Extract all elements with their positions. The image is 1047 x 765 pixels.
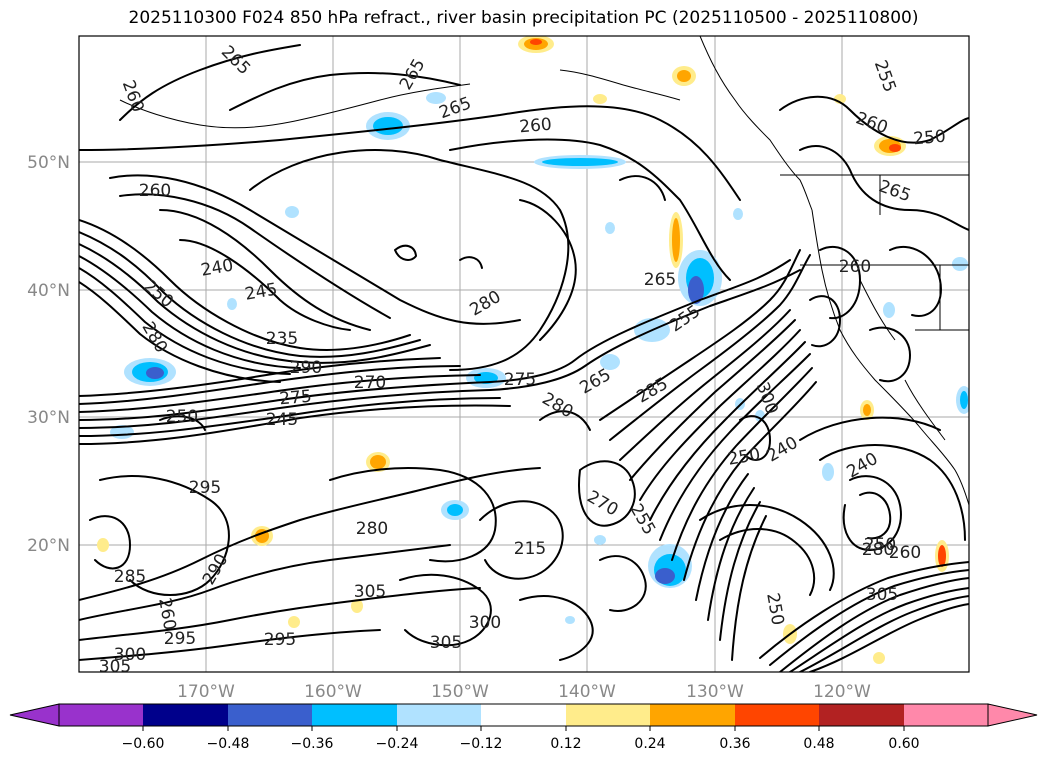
contour-label: 305: [866, 585, 898, 605]
lat-label: 20°N: [27, 536, 70, 556]
colorbar-frame: [58, 703, 989, 727]
colorbar-under-triangle: [9, 703, 60, 727]
contour-label: 260: [839, 257, 871, 277]
colorbar-segment: [735, 704, 819, 726]
colorbar-tick-label: 0.24: [634, 736, 665, 752]
contour-label: 300: [114, 645, 146, 665]
lon-label: 170°W: [177, 682, 235, 702]
contour-label: 295: [164, 629, 196, 649]
lon-label: 130°W: [686, 682, 744, 702]
contour-label: 265: [644, 270, 676, 290]
contour-label: 270: [354, 373, 386, 393]
colorbar-segment: [397, 704, 481, 726]
contour-label: 300: [469, 613, 501, 633]
contour-label: 305: [430, 633, 462, 653]
colorbar-segment: [228, 704, 312, 726]
colorbar-segment: [481, 704, 566, 726]
contour-label: 280: [862, 540, 894, 560]
contour-label: 260: [139, 181, 171, 201]
colorbar-tick-label: 0.36: [719, 736, 750, 752]
lat-label: 30°N: [27, 408, 70, 428]
lat-axis: 50°N 40°N 30°N 20°N: [27, 153, 70, 556]
map-title: 2025110300 F024 850 hPa refract., river …: [128, 8, 919, 28]
colorbar-segment: [59, 704, 143, 726]
colorbar: −0.60 −0.48 −0.36 −0.24 −0.12 0.12 0.24 0.36 0.4…: [9, 703, 1038, 752]
contour-label: 305: [99, 657, 131, 677]
lon-label: 120°W: [813, 682, 871, 702]
contour-label: 280: [356, 519, 388, 539]
colorbar-segment: [650, 704, 735, 726]
contour-label: 215: [514, 539, 546, 559]
lon-label: 150°W: [431, 682, 489, 702]
contour-label: 275: [279, 387, 313, 410]
lon-label: 160°W: [304, 682, 362, 702]
colorbar-tick-label: −0.12: [460, 736, 503, 752]
lon-axis: 170°W 160°W 150°W 140°W 130°W 120°W: [177, 682, 871, 702]
colorbar-segment: [819, 704, 904, 726]
contour-label: 295: [189, 478, 221, 498]
contour-label: 250: [913, 127, 947, 150]
graticule: [79, 36, 969, 672]
contour-label: 305: [354, 582, 386, 602]
contour-label: 250: [166, 407, 198, 427]
contour-label: 235: [266, 329, 298, 349]
colorbar-segment: [143, 704, 228, 726]
colorbar-segment: [312, 704, 397, 726]
contour-label: 250: [864, 535, 896, 555]
contour-label: 295: [264, 630, 296, 650]
contour-label: 285: [114, 567, 146, 587]
contour-label: 260: [889, 543, 921, 563]
contour-label: 290: [290, 358, 322, 378]
colorbar-tick-label: 0.48: [803, 736, 834, 752]
refractivity-contours: [79, 44, 969, 672]
lat-label: 50°N: [27, 153, 70, 173]
lat-label: 40°N: [27, 281, 70, 301]
colorbar-segment: [566, 704, 650, 726]
colorbar-tick-label: −0.24: [376, 736, 419, 752]
colorbar-tick-label: 0.12: [550, 736, 581, 752]
colorbar-over-triangle: [987, 703, 1038, 727]
colorbar-tick-label: −0.36: [291, 736, 334, 752]
colorbar-segment: [904, 704, 988, 726]
contour-label: 245: [266, 410, 298, 430]
colorbar-tick-label: 0.60: [888, 736, 919, 752]
colorbar-tick-label: −0.60: [122, 736, 165, 752]
coastline: [119, 36, 969, 506]
contour-label: 260: [519, 115, 553, 138]
contour-label: 275: [504, 370, 536, 390]
colorbar-tick-label: −0.48: [207, 736, 250, 752]
lon-label: 140°W: [558, 682, 616, 702]
map-border: [78, 35, 970, 673]
